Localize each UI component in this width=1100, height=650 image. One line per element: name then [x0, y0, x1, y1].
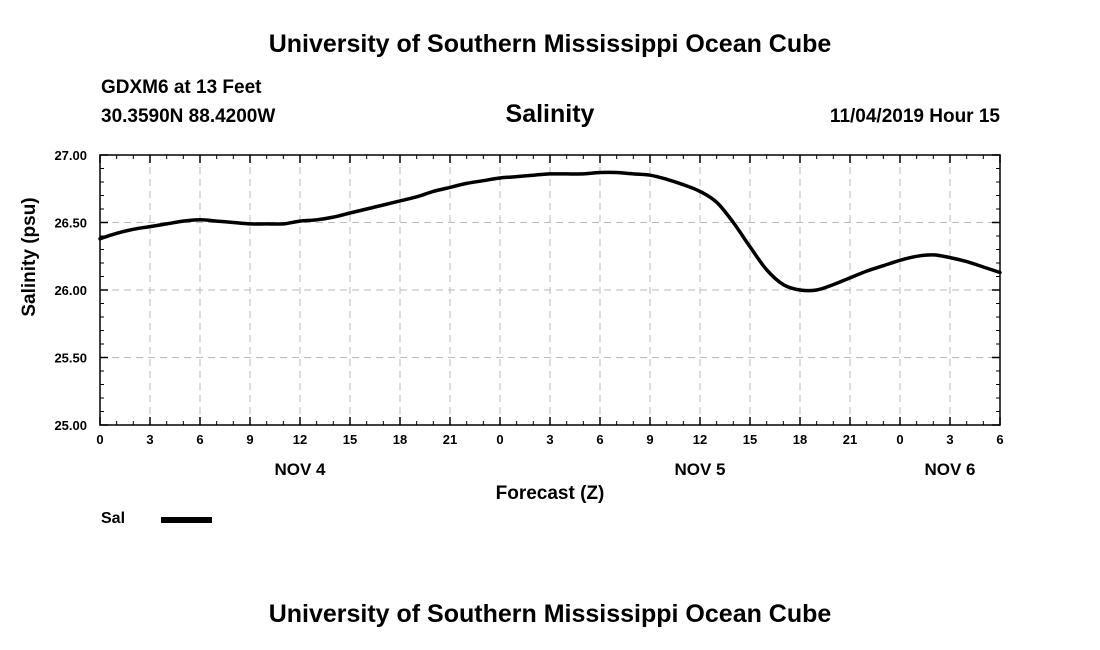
station-label: GDXM6 at 13 Feet: [101, 77, 262, 98]
y-tick-label: 25.00: [54, 418, 87, 433]
legend-swatch-sal: [161, 517, 212, 523]
x-tick-label: 3: [146, 432, 153, 447]
x-tick-label: 21: [843, 432, 857, 447]
x-tick-label: 0: [496, 432, 503, 447]
x-tick-label: 15: [343, 432, 357, 447]
date-label: NOV 6: [924, 460, 975, 479]
x-tick-label: 15: [743, 432, 757, 447]
x-tick-label: 18: [793, 432, 807, 447]
x-tick-label: 3: [546, 432, 553, 447]
legend-label-sal: Sal: [101, 510, 126, 527]
date-label: NOV 4: [274, 460, 326, 479]
x-tick-label: 6: [196, 432, 203, 447]
series-line-sal: [98, 170, 1002, 293]
x-tick-label: 0: [96, 432, 103, 447]
forecast-datetime: 11/04/2019 Hour 15: [829, 106, 1000, 127]
y-tick-label: 27.00: [54, 148, 87, 163]
x-tick-label: 3: [946, 432, 953, 447]
grid-lines: [100, 155, 1000, 425]
y-tick-label: 25.50: [54, 351, 87, 366]
date-label: NOV 5: [674, 460, 725, 479]
x-axis-label: Forecast (Z): [495, 483, 605, 504]
tick-labels: 0 3 6 9 12 15 18 21 0 3 6 9 12 15 18 21 0 3 6 25.00 25.50 26.…: [54, 148, 1003, 479]
x-tick-label: 12: [293, 432, 307, 447]
x-tick-label: 6: [596, 432, 603, 447]
x-tick-label: 12: [693, 432, 707, 447]
y-tick-label: 26.50: [54, 216, 87, 231]
x-tick-label: 0: [896, 432, 903, 447]
x-tick-label: 21: [443, 432, 457, 447]
y-tick-label: 26.00: [54, 283, 87, 298]
chart-title: University of Southern Mississippi Ocean…: [268, 30, 832, 58]
footer-title: University of Southern Mississippi Ocean…: [268, 600, 832, 628]
x-tick-label: 9: [246, 432, 253, 447]
variable-title: Salinity: [505, 100, 595, 128]
axis-ticks: [99, 154, 1001, 426]
station-coords: 30.3590N 88.4200W: [101, 106, 276, 127]
x-tick-label: 6: [996, 432, 1003, 447]
x-tick-label: 18: [393, 432, 407, 447]
y-axis-label: Salinity (psu): [19, 197, 40, 317]
x-tick-label: 9: [646, 432, 653, 447]
